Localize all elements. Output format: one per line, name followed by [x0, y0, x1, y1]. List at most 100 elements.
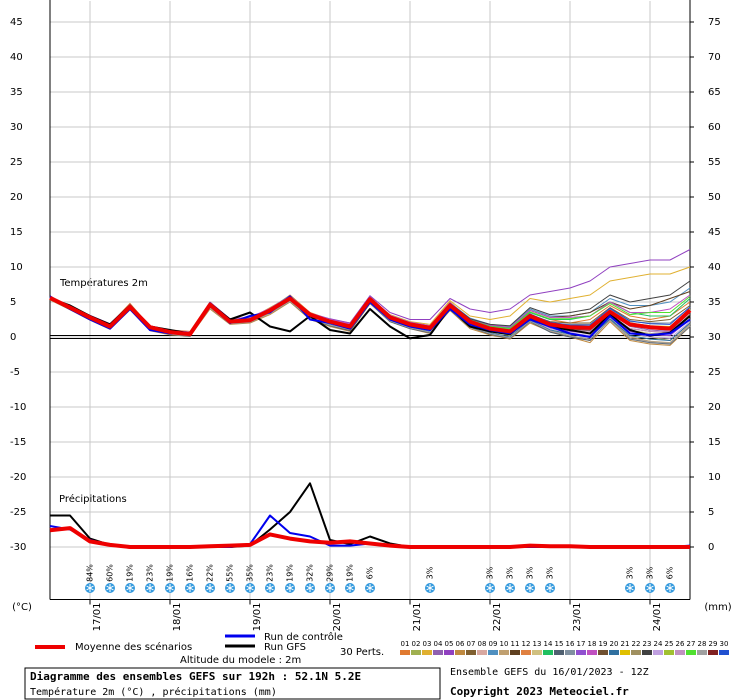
- legend-label: Moyenne des scénarios: [75, 641, 192, 653]
- legend-label: 19: [599, 640, 608, 648]
- snow-label: 6%: [366, 566, 375, 579]
- legend-swatch: [554, 650, 564, 655]
- snow-label: 19%: [286, 564, 295, 582]
- x-tick-label: 24/01: [652, 603, 663, 632]
- legend-swatch: [686, 650, 696, 655]
- snow-ray: [166, 585, 174, 591]
- snow-label: 3%: [526, 566, 535, 579]
- legend-label: 30 Perts.: [340, 647, 384, 658]
- legend-swatch: [620, 650, 630, 655]
- legend-label: 11: [511, 640, 520, 648]
- snow-ray: [246, 585, 254, 591]
- snow-label: 3%: [646, 566, 655, 579]
- legend-swatch: [708, 650, 718, 655]
- legend-label: 28: [698, 640, 707, 648]
- y2-tick-label: 45: [708, 227, 721, 238]
- legend-swatch: [609, 650, 619, 655]
- legend-label: 07: [467, 640, 476, 648]
- snow-label: 3%: [626, 566, 635, 579]
- snow-label: 55%: [226, 564, 235, 582]
- legend-label: 01: [401, 640, 410, 648]
- y-tick-label: 25: [10, 157, 23, 168]
- snow-label: 19%: [166, 564, 175, 582]
- temperature-line: [49, 296, 692, 337]
- y2-tick-label: 30: [708, 332, 721, 343]
- y2-tick-label: 40: [708, 262, 721, 273]
- snow-icon: [125, 583, 135, 593]
- snow-label: 60%: [106, 564, 115, 582]
- snow-icon: [265, 583, 275, 593]
- y2-tick-label: 15: [708, 437, 721, 448]
- legend-label: 10: [500, 640, 509, 648]
- snow-ray: [646, 585, 654, 591]
- legend-label: 02: [412, 640, 421, 648]
- legend-swatch: [697, 650, 707, 655]
- legend-swatch: [587, 650, 597, 655]
- snow-ray: [366, 585, 374, 591]
- y-tick-label: -25: [10, 507, 26, 518]
- x-tick-label: 19/01: [252, 603, 263, 632]
- y-tick-label: 10: [10, 262, 23, 273]
- snow-icon: [245, 583, 255, 593]
- legend-swatch: [521, 650, 531, 655]
- snow-ray: [126, 585, 134, 591]
- y-tick-label: 5: [10, 297, 16, 308]
- snow-ray: [186, 585, 194, 591]
- legend-label: Run GFS: [264, 642, 306, 653]
- legend-swatch: [422, 650, 432, 655]
- legend-swatch: [532, 650, 542, 655]
- snow-icon: [165, 583, 175, 593]
- y-tick-label: -5: [10, 367, 20, 378]
- y2-tick-label: 70: [708, 52, 721, 63]
- legend-swatch: [499, 650, 509, 655]
- legend-label: 26: [676, 640, 685, 648]
- x-tick-label: 20/01: [332, 603, 343, 632]
- snow-ray: [146, 585, 154, 591]
- legend-label: 20: [610, 640, 619, 648]
- y-tick-label: 40: [10, 52, 23, 63]
- legend-label: Run de contrôle: [264, 631, 343, 643]
- legend-label: 24: [654, 640, 663, 648]
- legend-swatch: [664, 650, 674, 655]
- y2-tick-label: 5: [708, 507, 714, 518]
- y2-tick-label: 35: [708, 297, 721, 308]
- legend-label: 08: [478, 640, 487, 648]
- legend-swatch: [565, 650, 575, 655]
- snow-label: 35%: [246, 564, 255, 582]
- legend-swatch: [400, 650, 410, 655]
- snow-ray: [306, 585, 314, 591]
- legend-label: 09: [489, 640, 498, 648]
- y2-tick-label: 55: [708, 157, 721, 168]
- snow-icon: [365, 583, 375, 593]
- legend-label: 27: [687, 640, 696, 648]
- y-tick-label: 15: [10, 227, 23, 238]
- legend-swatch: [653, 650, 663, 655]
- legend-swatch: [477, 650, 487, 655]
- x-tick-label: 18/01: [172, 603, 183, 632]
- snow-icon: [665, 583, 675, 593]
- legend-swatch: [642, 650, 652, 655]
- snow-label: 22%: [206, 564, 215, 582]
- legend-label: 15: [555, 640, 564, 648]
- snow-icon: [525, 583, 535, 593]
- snow-ray: [506, 585, 514, 591]
- y-tick-label: 0: [10, 332, 16, 343]
- snow-label: 19%: [126, 564, 135, 582]
- run-info: Ensemble GEFS du 16/01/2023 - 12Z: [450, 667, 649, 678]
- snow-ray: [86, 585, 94, 591]
- y2-tick-label: 60: [708, 122, 721, 133]
- precipitation-line: [49, 526, 690, 549]
- snow-icon: [85, 583, 95, 593]
- legend-label: 03: [423, 640, 432, 648]
- snow-ray: [286, 585, 294, 591]
- y2-tick-label: 10: [708, 472, 721, 483]
- y2-tick-label: 0: [708, 542, 714, 553]
- y2-tick-label: 50: [708, 192, 721, 203]
- altitude: Altitude du modele : 2m: [180, 655, 301, 666]
- legend-label: 06: [456, 640, 465, 648]
- snow-label: 23%: [266, 564, 275, 582]
- y-tick-label: -20: [10, 472, 26, 483]
- snow-ray: [526, 585, 534, 591]
- legend-swatch: [455, 650, 465, 655]
- legend-swatch: [510, 650, 520, 655]
